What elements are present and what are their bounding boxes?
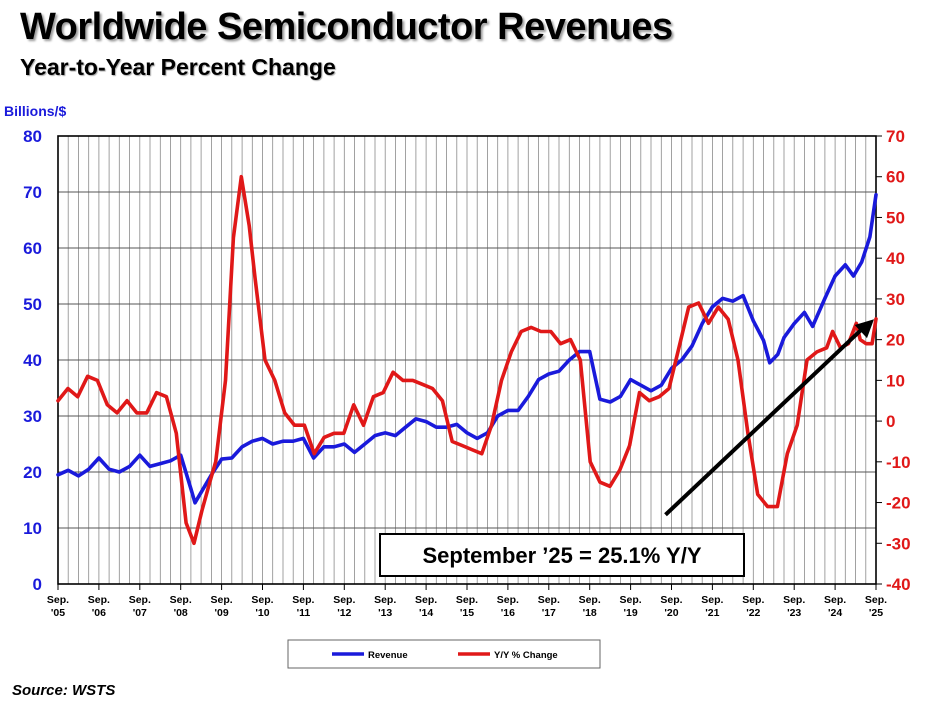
legend: Revenue Y/Y % Change	[287, 639, 601, 669]
x-axis-tick-label: Sep. '09	[211, 594, 233, 619]
left-axis-tick-label: 50	[23, 295, 42, 314]
right-axis-tick-label: 30	[886, 290, 905, 309]
x-axis-tick-label: Sep. '07	[129, 594, 151, 619]
x-axis-tick-label: Sep. '24	[824, 594, 846, 619]
right-axis-tick-label: 40	[886, 249, 905, 268]
annotation-layer: September ’25 = 25.1% Y/Y	[379, 319, 874, 577]
right-axis-tick-label: 60	[886, 168, 905, 187]
x-axis-tick-label: Sep. '15	[456, 594, 478, 619]
x-axis-tick-label: Sep. '18	[579, 594, 601, 619]
grid-lines	[57, 135, 877, 585]
left-axis-tick-label: 0	[33, 575, 42, 594]
right-axis-ticks: -40 -30 -20 -10 0 10 20 30 40 50 60 70	[876, 127, 911, 594]
revenue-line	[56, 193, 878, 505]
source-note: Source: WSTS	[12, 682, 116, 699]
x-axis-tick-label: Sep. '12	[333, 594, 355, 619]
series-layer	[56, 174, 878, 546]
x-axis-tick-label: Sep. '05	[47, 594, 69, 619]
right-axis-tick-label: 70	[886, 127, 905, 146]
right-axis-tick-label: 0	[886, 412, 895, 431]
chart-title: Worldwide Semiconductor Revenues	[20, 6, 673, 48]
right-axis-tick-label: -40	[886, 575, 911, 594]
left-axis-tick-label: 30	[23, 407, 42, 426]
left-axis-tick-label: 80	[23, 127, 42, 146]
right-axis-tick-label: 10	[886, 371, 905, 390]
x-axis-tick-label: Sep. '06	[88, 594, 110, 619]
trend-arrow	[664, 323, 868, 517]
x-axis-tick-label: Sep. '25	[865, 594, 887, 619]
x-axis-ticks: Sep. '05 Sep. '06 Sep. '07 Sep. '08 Sep. '09 Sep. '…	[47, 584, 887, 619]
left-axis-unit-label: Billions/$	[4, 103, 66, 119]
right-axis-tick-label: -20	[886, 494, 911, 513]
x-axis-tick-label: Sep. '17	[538, 594, 560, 619]
x-axis-tick-label: Sep. '14	[415, 594, 437, 619]
right-axis-tick-label: -30	[886, 534, 911, 553]
yoy-change-line	[56, 174, 878, 546]
legend-label: Revenue	[368, 650, 408, 661]
left-axis-tick-label: 60	[23, 239, 42, 258]
chart-subtitle: Year-to-Year Percent Change	[20, 54, 336, 80]
trend-arrow-head	[854, 319, 874, 339]
callout-text: September ’25 = 25.1% Y/Y	[422, 543, 701, 568]
right-axis-tick-label: -10	[886, 453, 911, 472]
callout-box	[379, 533, 745, 577]
x-axis-tick-label: Sep. '21	[701, 594, 723, 619]
left-axis-tick-label: 20	[23, 463, 42, 482]
x-axis-tick-label: Sep. '22	[742, 594, 764, 619]
right-axis-tick-label: 20	[886, 331, 905, 350]
right-axis-tick-label: 50	[886, 208, 905, 227]
x-axis-tick-label: Sep. '20	[660, 594, 682, 619]
left-axis-tick-label: 10	[23, 519, 42, 538]
x-axis-tick-label: Sep. '08	[170, 594, 192, 619]
x-axis-tick-label: Sep. '19	[620, 594, 642, 619]
x-axis-tick-label: Sep. '11	[292, 594, 314, 619]
x-axis-tick-label: Sep. '10	[251, 594, 273, 619]
legend-label: Y/Y % Change	[494, 650, 558, 661]
x-axis-tick-label: Sep. '16	[497, 594, 519, 619]
left-axis-tick-label: 70	[23, 183, 42, 202]
x-axis-tick-label: Sep. '13	[374, 594, 396, 619]
left-axis-tick-label: 40	[23, 351, 42, 370]
left-axis-ticks: 0 10 20 30 40 50 60 70 80	[23, 127, 42, 594]
x-axis-tick-label: Sep. '23	[783, 594, 805, 619]
